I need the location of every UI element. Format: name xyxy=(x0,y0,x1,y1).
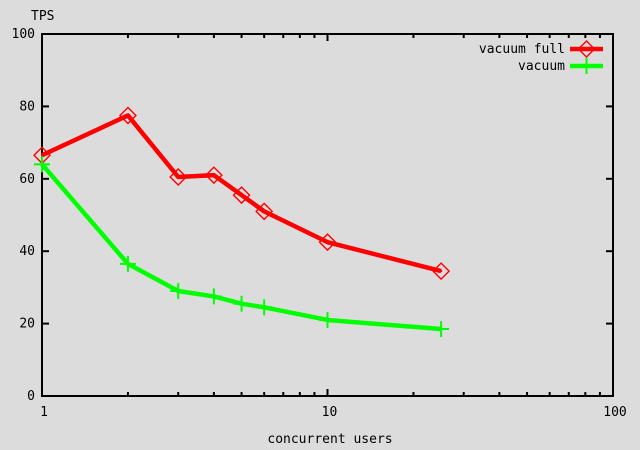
diamond-marker xyxy=(33,146,51,165)
x-tick-label: 100 xyxy=(603,405,626,420)
y-axis-title: TPS xyxy=(31,9,55,24)
diamond-marker xyxy=(318,233,337,252)
marker-dot xyxy=(263,210,266,213)
diamond-marker xyxy=(232,186,251,205)
diamond-marker xyxy=(169,168,188,186)
marker-dot xyxy=(41,154,43,157)
x-axis-title: concurrent users xyxy=(267,432,393,447)
marker-dot xyxy=(212,174,215,177)
x-tick-label: 1 xyxy=(40,405,48,420)
diamond-marker xyxy=(255,202,274,221)
legend-label-vacuum: vacuum xyxy=(518,59,565,74)
plot-border xyxy=(41,33,614,397)
y-tick-label: 20 xyxy=(19,317,35,332)
marker-dot xyxy=(126,114,129,117)
y-tick-label: 80 xyxy=(19,99,35,114)
y-tick-label: 60 xyxy=(19,172,35,187)
diamond-marker xyxy=(577,40,596,58)
series-line-vacuum xyxy=(40,162,442,332)
y-tick-label: 100 xyxy=(12,27,35,42)
marker-dot xyxy=(240,194,243,197)
marker-dot xyxy=(326,241,329,244)
diamond-marker xyxy=(432,262,451,281)
diamond-marker xyxy=(204,166,223,185)
y-tick-label: 40 xyxy=(19,244,35,259)
marker-dot xyxy=(440,270,443,273)
series-line-vacuum-full xyxy=(41,113,442,274)
diamond-marker xyxy=(118,106,137,125)
x-tick-label: 10 xyxy=(322,405,338,420)
marker-dot xyxy=(177,175,180,178)
marker-dot xyxy=(585,48,588,50)
legend-label-vacuum-full: vacuum full xyxy=(479,42,565,57)
y-tick-label: 0 xyxy=(27,389,35,404)
